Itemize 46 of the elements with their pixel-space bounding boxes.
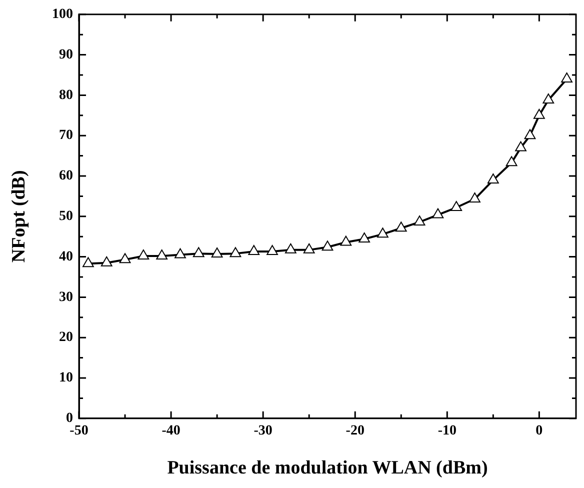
point bbox=[432, 208, 444, 218]
point bbox=[561, 72, 572, 83]
point bbox=[524, 129, 536, 140]
point bbox=[533, 108, 545, 119]
y-tick-label: 60 bbox=[59, 168, 73, 184]
point bbox=[506, 156, 518, 166]
point bbox=[138, 249, 150, 260]
point bbox=[515, 141, 526, 152]
point bbox=[542, 94, 554, 104]
x-tick-label: -30 bbox=[254, 423, 272, 438]
x-tick-label: -10 bbox=[438, 423, 456, 438]
y-tick-label: 40 bbox=[59, 249, 73, 264]
y-tick-label: 80 bbox=[59, 88, 73, 103]
point bbox=[100, 256, 112, 266]
y-tick-label: 20 bbox=[59, 330, 73, 346]
point bbox=[395, 222, 407, 232]
y-tick-label: 50 bbox=[59, 209, 73, 224]
x-axis-title: Puissance de modulation WLAN (dBm) bbox=[167, 458, 488, 479]
point bbox=[248, 245, 260, 256]
point bbox=[119, 253, 131, 264]
y-tick-label: 30 bbox=[59, 290, 73, 305]
y-axis-title: NFopt (dB) bbox=[8, 170, 30, 263]
point bbox=[266, 245, 278, 256]
y-tick-label: 100 bbox=[52, 7, 73, 22]
point bbox=[450, 201, 462, 212]
point bbox=[174, 248, 186, 258]
point bbox=[414, 216, 426, 226]
point bbox=[469, 192, 480, 203]
x-tick-label: -20 bbox=[346, 423, 364, 438]
point bbox=[340, 236, 352, 246]
point bbox=[230, 247, 242, 258]
x-tick-label: -40 bbox=[162, 423, 180, 438]
point bbox=[211, 247, 223, 258]
point bbox=[192, 247, 204, 258]
point bbox=[358, 232, 370, 243]
point bbox=[303, 243, 315, 254]
point bbox=[377, 228, 388, 238]
point bbox=[284, 243, 296, 254]
y-tick-label: 90 bbox=[59, 47, 73, 62]
x-tick-label: 0 bbox=[536, 423, 543, 438]
point bbox=[487, 174, 499, 184]
point bbox=[322, 240, 334, 251]
point bbox=[82, 257, 94, 268]
point bbox=[156, 249, 168, 260]
y-tick-label: 10 bbox=[59, 370, 73, 386]
y-tick-label: 70 bbox=[59, 128, 73, 144]
